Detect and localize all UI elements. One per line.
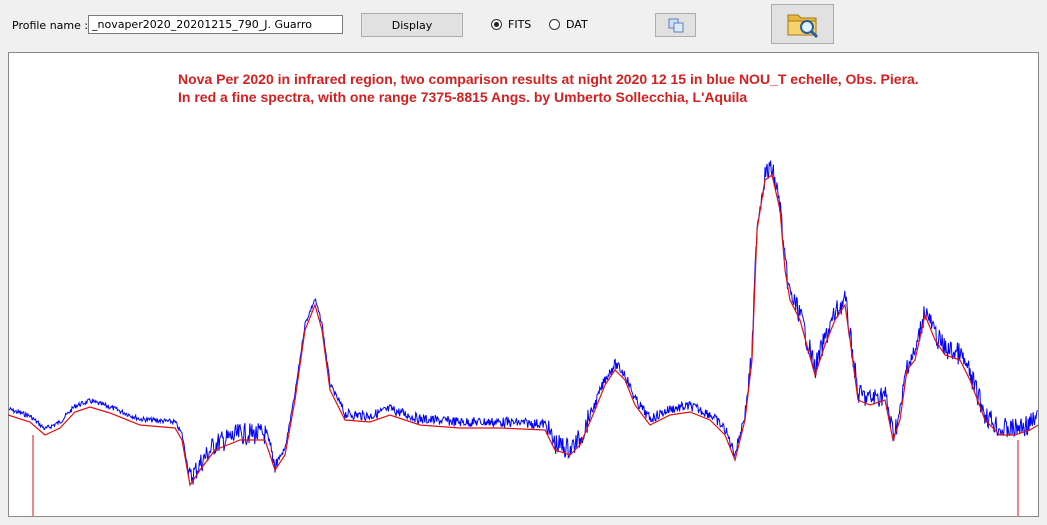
radio-dot (491, 19, 502, 30)
plot-title: In red a fine spectra, with one range 73… (178, 89, 747, 105)
plot-frame (8, 52, 1039, 517)
radio-dat[interactable]: DAT (549, 18, 588, 31)
copy-icon (668, 18, 683, 33)
plot-title: Nova Per 2020 in infrared region, two co… (178, 71, 919, 87)
open-button[interactable] (771, 4, 834, 44)
radio-dot (549, 19, 560, 30)
copy-button[interactable] (655, 13, 696, 37)
profile-label: Profile name : (12, 19, 89, 32)
radio-label: DAT (566, 18, 588, 31)
radio-label: FITS (508, 18, 532, 31)
spectrum-line (8, 173, 1039, 487)
folder-icon (787, 14, 818, 39)
profile-input[interactable]: _novaper2020_20201215_790_J. Guarro (88, 15, 343, 34)
display-button[interactable]: Display (361, 13, 463, 37)
spectra (8, 160, 1039, 516)
radio-fits[interactable]: FITS (491, 18, 531, 31)
plot: Nova Per 2020 in infrared region, two co… (8, 52, 1039, 517)
spectrum-line (8, 160, 1038, 485)
